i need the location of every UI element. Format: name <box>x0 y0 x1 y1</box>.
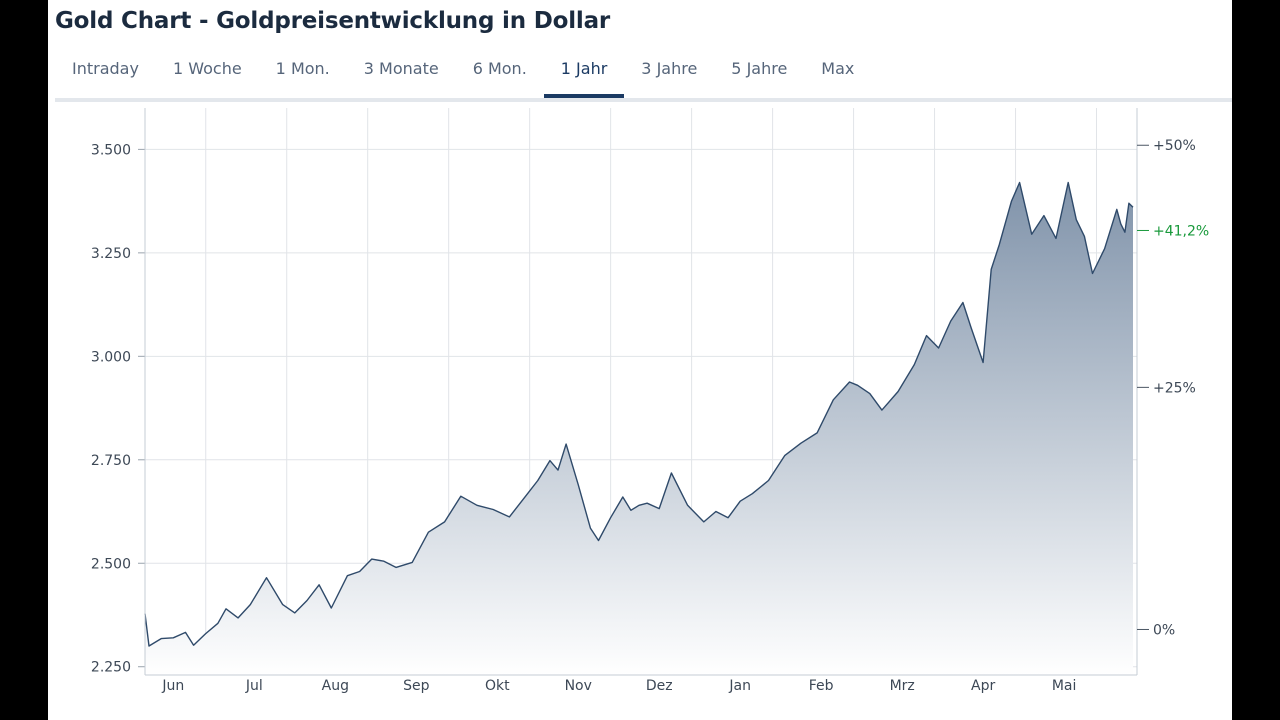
pct-tick-label: +50% <box>1153 138 1196 154</box>
x-tick-label: Mrz <box>890 678 915 694</box>
tab-max[interactable]: Max <box>821 59 855 78</box>
axes: 2.250 2.500 2.750 3.000 3.250 3.500 Jun Jul Aug S… <box>91 108 1209 694</box>
y-tick-label: 3.500 <box>91 142 131 158</box>
x-tick-label: Apr <box>971 678 995 694</box>
gold-price-chart: 2.250 2.500 2.750 3.000 3.250 3.500 Jun Jul Aug S… <box>91 108 1209 694</box>
tab-1-jahr[interactable]: 1 Jahr <box>543 52 625 98</box>
current-pct-label: +41,2% <box>1153 223 1209 239</box>
tab-3-jahre[interactable]: 3 Jahre <box>641 59 698 78</box>
y-tick-label: 2.250 <box>91 660 131 676</box>
y-tick-label: 2.500 <box>91 556 131 572</box>
y-tick-label: 3.000 <box>91 349 131 365</box>
x-tick-label: Okt <box>485 678 510 694</box>
y-tick-label: 2.750 <box>91 453 131 469</box>
tab-1-woche[interactable]: 1 Woche <box>172 59 242 78</box>
tab-5-jahre[interactable]: 5 Jahre <box>731 59 788 78</box>
pct-tick-label: +25% <box>1153 380 1196 396</box>
x-tick-label: Mai <box>1052 678 1077 694</box>
x-tick-label: Feb <box>809 678 834 694</box>
tab-6-mon[interactable]: 6 Mon. <box>472 59 527 78</box>
timeframe-tabs: Intraday 1 Woche 1 Mon. 3 Monate 6 Mon. … <box>55 52 1232 102</box>
x-tick-label: Jun <box>161 678 184 694</box>
tab-intraday[interactable]: Intraday <box>72 59 139 78</box>
x-tick-label: Sep <box>403 678 430 694</box>
y-tick-label: 3.250 <box>91 246 131 262</box>
x-tick-label: Dez <box>646 678 673 694</box>
page-title: Gold Chart - Goldpreisentwicklung in Dol… <box>55 8 611 34</box>
x-tick-label: Aug <box>322 678 349 694</box>
x-tick-label: Nov <box>565 678 592 694</box>
x-tick-label: Jan <box>728 678 751 694</box>
price-area <box>144 181 1134 675</box>
tab-1-mon[interactable]: 1 Mon. <box>275 59 330 78</box>
pct-tick-label: 0% <box>1153 622 1175 638</box>
x-tick-label: Jul <box>245 678 263 694</box>
tab-3-monate[interactable]: 3 Monate <box>363 59 439 78</box>
chart-panel: Gold Chart - Goldpreisentwicklung in Dol… <box>48 0 1232 720</box>
price-line <box>144 181 1134 647</box>
price-area-fill <box>145 182 1133 675</box>
